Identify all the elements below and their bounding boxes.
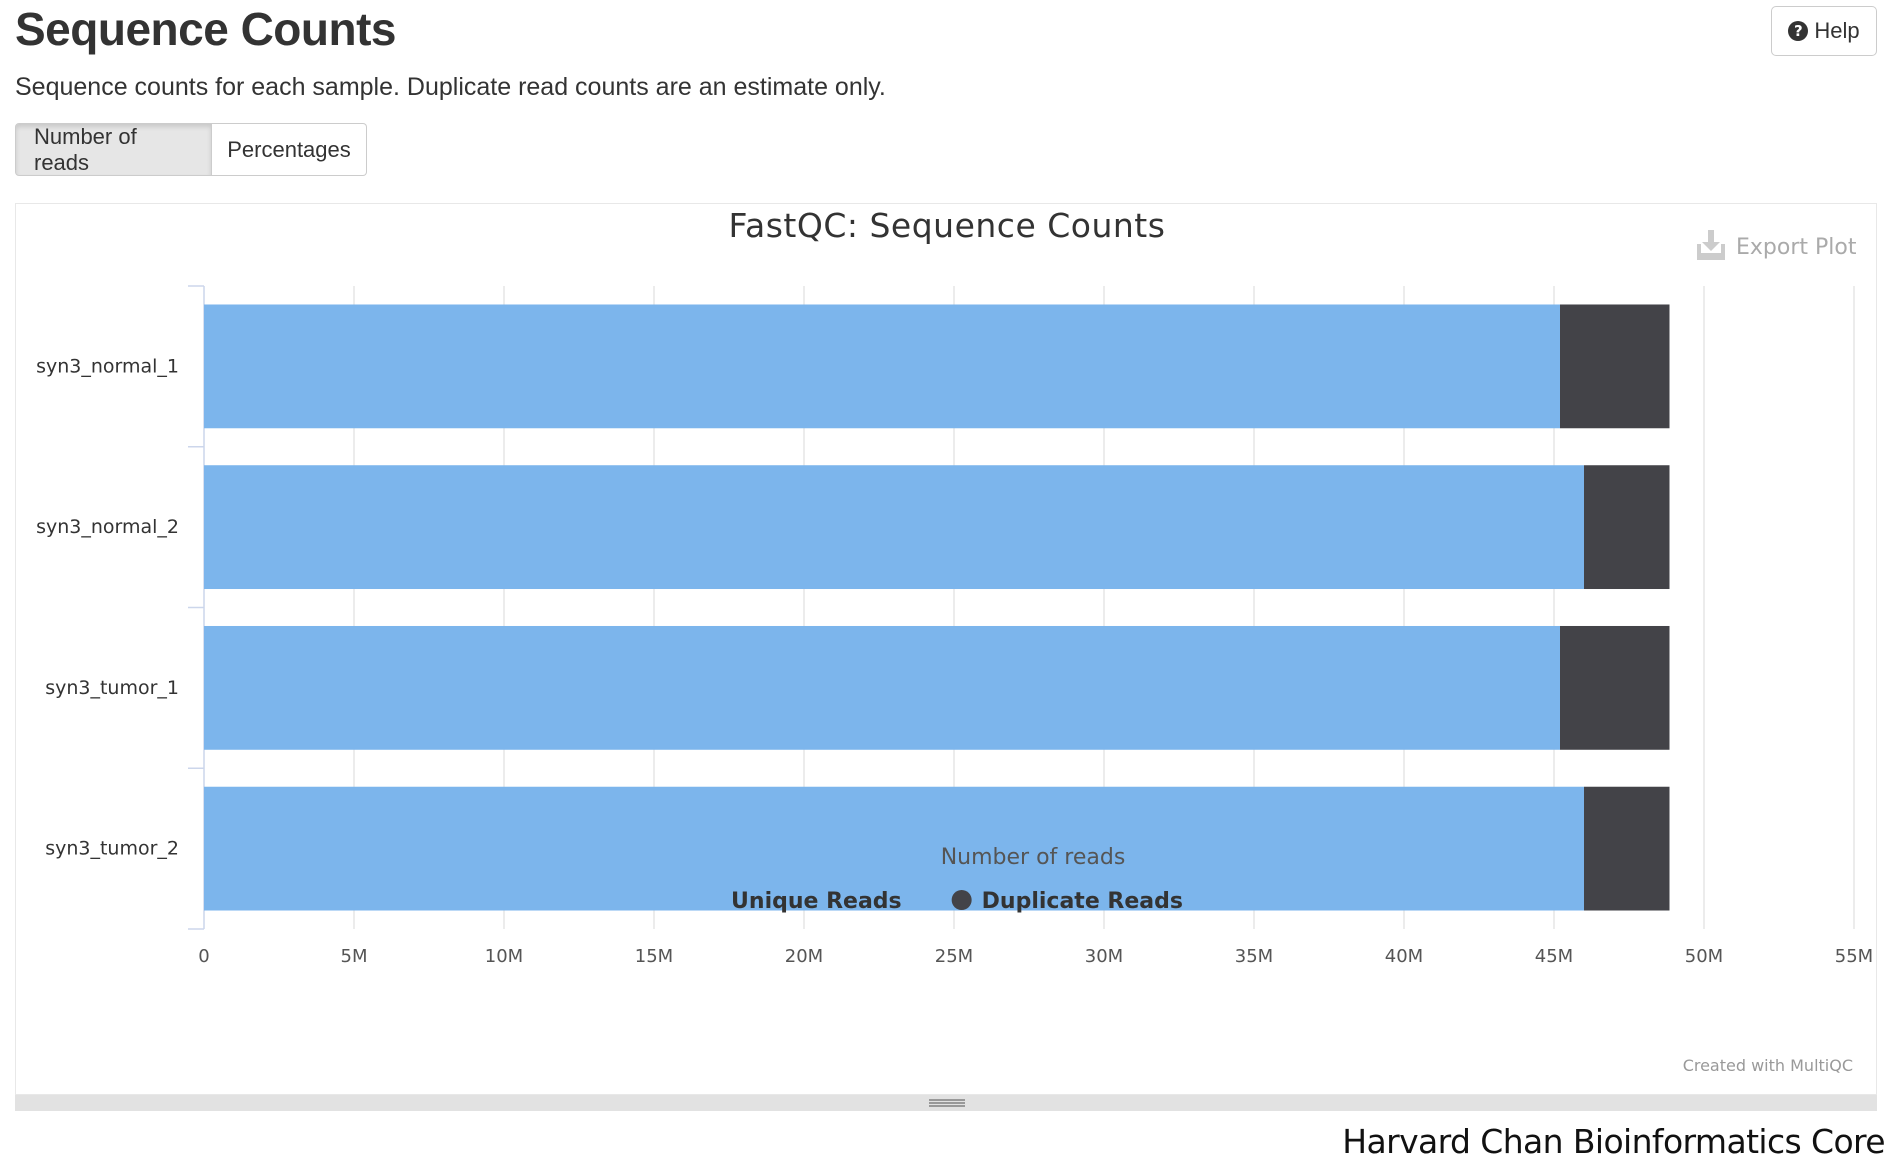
resize-grip-icon bbox=[929, 1099, 965, 1107]
plot-mode-toggle: Number of reads Percentages bbox=[15, 123, 367, 176]
x-tick-label: 0 bbox=[198, 946, 209, 967]
legend-item-unique-reads[interactable]: Unique Reads bbox=[701, 889, 902, 914]
x-tick-label: 5M bbox=[341, 946, 368, 967]
x-tick-label: 20M bbox=[785, 946, 823, 967]
x-tick-label: 55M bbox=[1835, 946, 1873, 967]
legend: Unique Reads Duplicate Reads bbox=[701, 889, 1183, 914]
y-category-label: syn3_normal_1 bbox=[36, 355, 179, 377]
x-tick-label: 35M bbox=[1235, 946, 1273, 967]
x-tick-label: 15M bbox=[635, 946, 673, 967]
sequence-counts-chart: 0 5M 10M 15M 20M 25M 30M 35M 40M 45M 50M 55M syn3_no… bbox=[36, 206, 1873, 1075]
x-tick-label: 10M bbox=[485, 946, 523, 967]
percentages-button[interactable]: Percentages bbox=[212, 123, 367, 176]
x-axis-title: Number of reads bbox=[941, 845, 1126, 870]
bar-duplicate-reads[interactable] bbox=[1584, 465, 1670, 590]
number-of-reads-button[interactable]: Number of reads bbox=[15, 123, 212, 176]
bar-unique-reads[interactable] bbox=[204, 304, 1560, 429]
bar-unique-reads[interactable] bbox=[204, 786, 1584, 911]
export-plot-button[interactable]: Export Plot bbox=[1697, 230, 1857, 260]
export-plot-label: Export Plot bbox=[1736, 235, 1857, 260]
bar-unique-reads[interactable] bbox=[204, 465, 1584, 590]
question-circle-icon: ? bbox=[1788, 21, 1809, 41]
section-description: Sequence counts for each sample. Duplica… bbox=[15, 73, 886, 101]
plot-panel: 0 5M 10M 15M 20M 25M 30M 35M 40M 45M 50M 55M syn3_no… bbox=[15, 203, 1877, 1095]
bar-duplicate-reads[interactable] bbox=[1560, 625, 1670, 750]
bar-duplicate-reads[interactable] bbox=[1584, 786, 1670, 911]
page-title: Sequence Counts bbox=[15, 3, 397, 55]
legend-marker bbox=[951, 890, 972, 910]
legend-label: Unique Reads bbox=[731, 889, 902, 914]
credit-text: Harvard Chan Bioinformatics Core bbox=[1342, 1122, 1885, 1161]
x-tick-label: 45M bbox=[1535, 946, 1573, 967]
y-category-label: syn3_tumor_2 bbox=[45, 838, 179, 860]
help-button-label: Help bbox=[1814, 18, 1860, 43]
chart-title: FastQC: Sequence Counts bbox=[729, 206, 1166, 245]
legend-label: Duplicate Reads bbox=[982, 889, 1183, 914]
axis-labels: 0 5M 10M 15M 20M 25M 30M 35M 40M 45M 50M 55M syn3_no… bbox=[36, 355, 1873, 967]
plot-resize-handle[interactable] bbox=[15, 1095, 1877, 1111]
legend-item-duplicate-reads[interactable]: Duplicate Reads bbox=[951, 889, 1183, 914]
help-button[interactable]: ? Help bbox=[1771, 6, 1877, 56]
bar-unique-reads[interactable] bbox=[204, 625, 1560, 750]
created-with-label: Created with MultiQC bbox=[1683, 1056, 1853, 1075]
bars bbox=[204, 304, 1670, 911]
legend-marker bbox=[701, 890, 722, 910]
y-category-label: syn3_tumor_1 bbox=[45, 677, 179, 699]
x-tick-label: 30M bbox=[1085, 946, 1123, 967]
x-tick-label: 25M bbox=[935, 946, 973, 967]
x-tick-label: 40M bbox=[1385, 946, 1423, 967]
x-tick-label: 50M bbox=[1685, 946, 1723, 967]
bar-duplicate-reads[interactable] bbox=[1560, 304, 1670, 429]
y-category-label: syn3_normal_2 bbox=[36, 516, 179, 538]
axes bbox=[188, 285, 205, 930]
download-icon bbox=[1697, 230, 1725, 260]
